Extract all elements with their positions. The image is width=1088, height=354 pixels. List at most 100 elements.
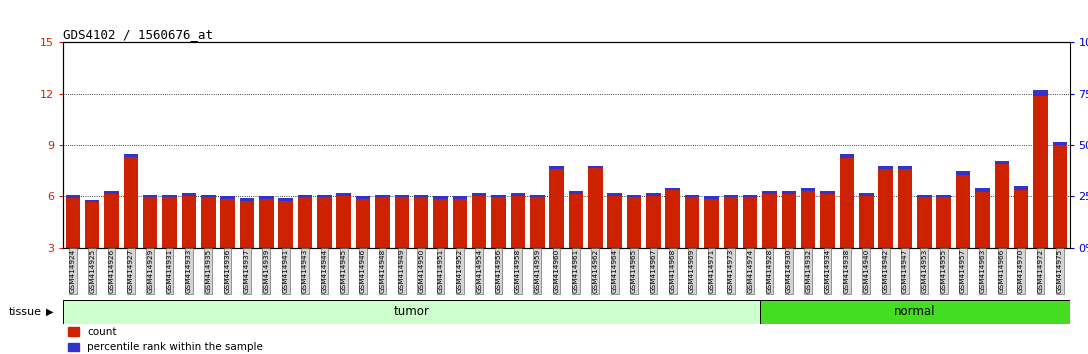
Bar [704, 196, 719, 199]
Bar [201, 195, 215, 248]
Bar [627, 195, 641, 248]
Bar [840, 154, 854, 248]
Bar [820, 191, 834, 248]
Bar [298, 195, 312, 197]
Text: GSM414968: GSM414968 [670, 249, 676, 293]
Text: GSM414952: GSM414952 [457, 249, 462, 293]
Text: GSM414939: GSM414939 [263, 249, 270, 293]
Bar [898, 166, 912, 170]
Bar [607, 193, 622, 196]
Bar [646, 193, 660, 196]
Bar [413, 195, 429, 197]
Text: GDS4102 / 1560676_at: GDS4102 / 1560676_at [63, 28, 213, 41]
Text: GSM414943: GSM414943 [302, 249, 308, 293]
Bar [356, 196, 370, 199]
Bar [259, 196, 273, 248]
Text: GSM414956: GSM414956 [495, 249, 502, 293]
Bar [759, 300, 1070, 324]
Bar [1014, 186, 1028, 248]
Text: GSM414941: GSM414941 [283, 249, 288, 293]
Bar [666, 188, 680, 248]
Text: GSM414933: GSM414933 [186, 249, 191, 293]
Text: GSM414924: GSM414924 [70, 249, 76, 293]
Bar [221, 196, 235, 248]
Bar [1052, 142, 1067, 145]
Bar [356, 196, 370, 248]
Bar [492, 195, 506, 197]
Text: GSM414935: GSM414935 [206, 249, 211, 293]
Bar [684, 195, 700, 197]
Bar [433, 196, 448, 199]
Bar [763, 191, 777, 248]
Bar [104, 191, 119, 194]
Bar [743, 195, 757, 197]
Bar [221, 196, 235, 199]
Text: tumor: tumor [394, 306, 430, 318]
Bar [975, 188, 990, 248]
Text: GSM414936: GSM414936 [224, 249, 231, 293]
Bar [530, 195, 544, 197]
Text: GSM414958: GSM414958 [515, 249, 521, 293]
Text: GSM414938: GSM414938 [844, 249, 850, 293]
Bar [569, 191, 583, 248]
Bar [65, 195, 81, 198]
Bar [510, 193, 526, 196]
Bar [63, 300, 759, 324]
Bar [182, 193, 196, 248]
Text: GSM414945: GSM414945 [341, 249, 347, 293]
Bar [860, 193, 874, 196]
Text: ▶: ▶ [46, 307, 53, 317]
Bar [666, 188, 680, 190]
Bar [143, 195, 158, 248]
Text: GSM414929: GSM414929 [147, 249, 153, 293]
Bar [375, 195, 390, 197]
Bar [239, 198, 255, 248]
Text: GSM414954: GSM414954 [477, 249, 482, 293]
Bar [801, 188, 816, 248]
Text: GSM414975: GSM414975 [1056, 249, 1063, 293]
Bar [569, 191, 583, 194]
Bar [182, 193, 196, 196]
Text: GSM414937: GSM414937 [244, 249, 250, 293]
Bar [589, 166, 603, 168]
Bar [375, 195, 390, 248]
Bar [994, 161, 1009, 164]
Text: GSM414967: GSM414967 [651, 249, 656, 293]
Text: GSM414948: GSM414948 [380, 249, 385, 293]
Text: GSM414928: GSM414928 [767, 249, 772, 293]
Text: GSM414961: GSM414961 [573, 249, 579, 293]
Bar [85, 200, 99, 202]
Text: GSM414955: GSM414955 [941, 249, 947, 293]
Bar [820, 191, 834, 194]
Bar [1034, 90, 1048, 248]
Text: GSM414965: GSM414965 [631, 249, 638, 293]
Bar [395, 195, 409, 248]
Bar [124, 154, 138, 157]
Text: GSM414951: GSM414951 [437, 249, 444, 293]
Text: GSM414950: GSM414950 [418, 249, 424, 293]
Bar [453, 196, 467, 248]
Text: GSM414957: GSM414957 [960, 249, 966, 293]
Text: GSM414946: GSM414946 [360, 249, 366, 293]
Bar [298, 195, 312, 248]
Bar [336, 193, 351, 248]
Legend: count, percentile rank within the sample: count, percentile rank within the sample [69, 327, 263, 353]
Text: GSM414944: GSM414944 [321, 249, 327, 293]
Bar [724, 195, 738, 197]
Bar [955, 171, 970, 175]
Text: GSM414925: GSM414925 [89, 249, 95, 293]
Bar [279, 198, 293, 248]
Bar [878, 166, 893, 170]
Text: GSM414940: GSM414940 [863, 249, 869, 293]
Bar [898, 166, 912, 248]
Bar [162, 195, 177, 248]
Bar [589, 166, 603, 248]
Text: GSM414959: GSM414959 [534, 249, 541, 293]
Bar [763, 191, 777, 194]
Bar [975, 188, 990, 192]
Bar [433, 196, 448, 248]
Bar [1034, 90, 1048, 96]
Text: GSM414964: GSM414964 [611, 249, 618, 293]
Text: GSM414947: GSM414947 [902, 249, 908, 293]
Bar [704, 196, 719, 248]
